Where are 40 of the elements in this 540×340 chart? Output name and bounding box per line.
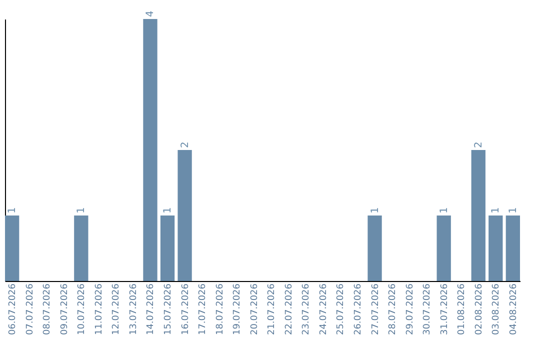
data-label: 4 bbox=[145, 10, 156, 17]
x-tick-label: 16.07.2026 bbox=[180, 283, 191, 336]
x-tick-label: 07.07.2026 bbox=[25, 283, 36, 336]
x-tick-label: 25.07.2026 bbox=[336, 283, 346, 336]
x-tick-label: 29.07.2026 bbox=[405, 283, 416, 336]
x-tick-label: 12.07.2026 bbox=[112, 283, 122, 336]
data-label: 1 bbox=[76, 207, 88, 214]
x-tick-label: 30.07.2026 bbox=[422, 283, 433, 336]
x-tick-label: 03.08.2026 bbox=[492, 283, 502, 336]
x-tick-label: 18.07.2026 bbox=[215, 283, 226, 336]
x-tick-label: 31.07.2026 bbox=[440, 283, 450, 336]
x-tick-label: 27.07.2026 bbox=[370, 283, 381, 336]
x-tick-label: 26.07.2026 bbox=[353, 283, 364, 336]
x-tick-label: 20.07.2026 bbox=[250, 283, 260, 336]
x-tick-label: 02.08.2026 bbox=[474, 283, 484, 336]
x-tick-label: 06.07.2026 bbox=[8, 283, 18, 336]
data-label: 1 bbox=[438, 207, 450, 214]
x-tick-label: 13.07.2026 bbox=[128, 283, 139, 336]
x-tick-label: 15.07.2026 bbox=[164, 283, 174, 336]
x-tick-label: 14.07.2026 bbox=[146, 283, 156, 336]
x-tick-label: 01.08.2026 bbox=[457, 283, 468, 336]
data-label: 1 bbox=[370, 207, 381, 214]
x-tick-label: 09.07.2026 bbox=[60, 283, 70, 336]
x-tick-label: 11.07.2026 bbox=[94, 283, 104, 336]
data-label: 2 bbox=[473, 142, 484, 148]
data-label: 1 bbox=[508, 207, 519, 214]
x-tick-label: 17.07.2026 bbox=[198, 283, 208, 336]
x-tick-label: 28.07.2026 bbox=[388, 283, 398, 336]
data-label: 1 bbox=[490, 207, 502, 214]
data-label: 2 bbox=[180, 142, 191, 148]
x-tick-label: 22.07.2026 bbox=[284, 283, 294, 336]
x-tick-label: 10.07.2026 bbox=[77, 283, 88, 336]
x-tick-label: 24.07.2026 bbox=[318, 283, 329, 336]
x-tick-label: 23.07.2026 bbox=[302, 283, 312, 336]
x-tick-label: 04.08.2026 bbox=[508, 283, 519, 336]
data-label: 1 bbox=[162, 207, 174, 214]
x-tick-label: 19.07.2026 bbox=[232, 283, 243, 336]
data-label: 1 bbox=[7, 207, 18, 214]
x-tick-label: 08.07.2026 bbox=[42, 283, 53, 336]
x-tick-label: 21.07.2026 bbox=[267, 283, 278, 336]
